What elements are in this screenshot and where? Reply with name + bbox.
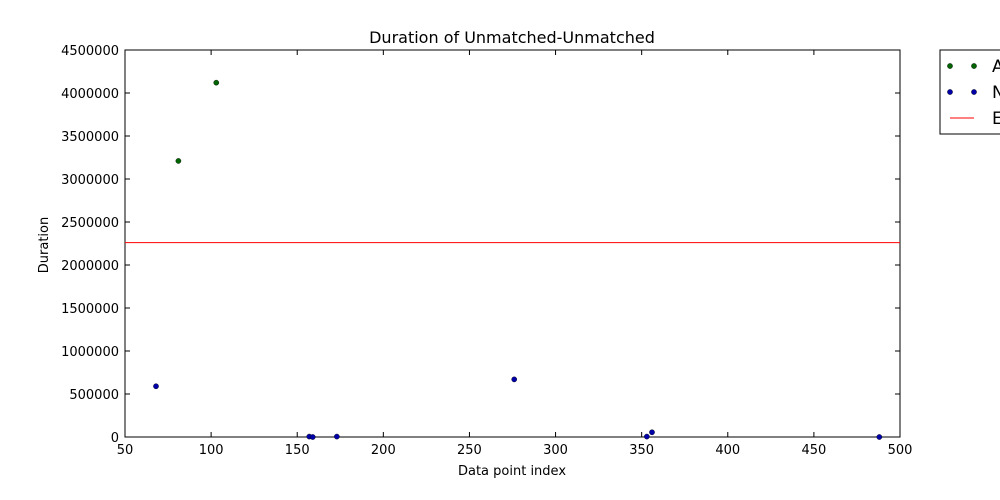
- x-tick-label: 300: [543, 443, 568, 458]
- x-tick-label: 150: [285, 443, 310, 458]
- legend-label-N: N: [992, 83, 1000, 103]
- y-tick-label: 4000000: [61, 87, 119, 102]
- chart-title: Duration of Unmatched-Unmatched: [369, 28, 655, 47]
- y-tick-label: 1500000: [61, 302, 119, 317]
- series-N-point: [644, 433, 650, 440]
- y-tick-label: 1000000: [61, 345, 119, 360]
- legend-swatch-N: [947, 89, 953, 95]
- y-tick-label: 2500000: [61, 216, 119, 231]
- x-tick-label: 200: [371, 443, 396, 458]
- series-N-point: [334, 433, 340, 440]
- series-N-point: [876, 434, 883, 440]
- plot-area: 50 100 150 200 250 300 350 400 450 500 0 500000 1000…: [61, 44, 912, 458]
- y-tick-label: 3000000: [61, 173, 119, 188]
- y-tick-label: 2000000: [61, 259, 119, 274]
- legend-swatch-A: [971, 63, 977, 69]
- series-N-point: [309, 434, 316, 440]
- series-A-point: [213, 79, 220, 86]
- series-N-point: [511, 376, 518, 383]
- x-tick-label: 350: [629, 443, 654, 458]
- legend-label-A: A: [992, 57, 1000, 77]
- series-A-point: [175, 158, 182, 164]
- series-N-point: [649, 429, 655, 436]
- legend: ANE: [939, 49, 1000, 135]
- x-tick-label: 450: [801, 443, 826, 458]
- x-tick-label: 250: [457, 443, 482, 458]
- y-tick-label: 500000: [69, 388, 119, 403]
- x-tick-label: 400: [715, 443, 740, 458]
- y-tick-label: 0: [111, 431, 119, 446]
- plot-frame: [124, 49, 901, 438]
- series-N-point: [153, 383, 159, 390]
- x-tick-label: 500: [888, 443, 913, 458]
- y-tick-label: 3500000: [61, 130, 119, 145]
- legend-swatch-A: [947, 63, 953, 69]
- y-axis-label: Duration: [37, 217, 52, 273]
- y-tick-label: 4500000: [61, 44, 119, 59]
- x-tick-label: 100: [199, 443, 224, 458]
- x-axis-label: Data point index: [458, 464, 566, 479]
- legend-swatch-N: [971, 89, 977, 95]
- legend-label-E: E: [992, 109, 1000, 129]
- x-tick-label: 50: [117, 443, 134, 458]
